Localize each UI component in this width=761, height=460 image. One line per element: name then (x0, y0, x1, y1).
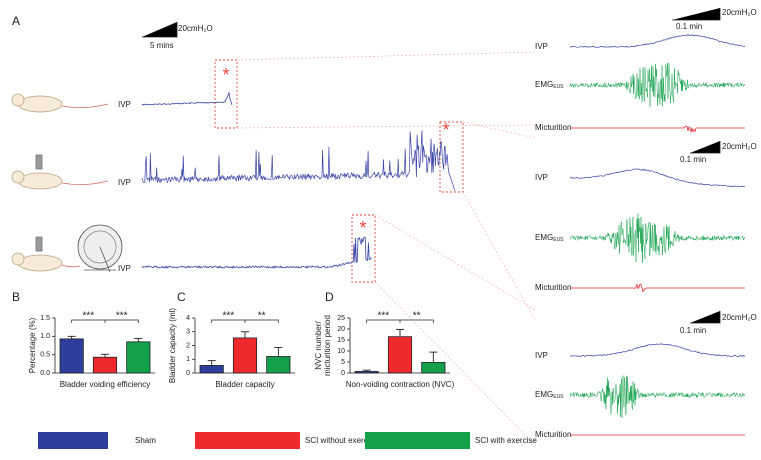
emg-label: EMG (535, 390, 553, 399)
significance-bracket (366, 319, 434, 323)
y-tick-label: 2 (186, 342, 190, 349)
scale-label: 0.1 min (680, 155, 706, 164)
trace-label: IVP (535, 173, 548, 182)
y-tick-label: 1 (186, 356, 190, 363)
panel-label: B (12, 290, 20, 304)
panel-label: A (12, 14, 20, 28)
bar (387, 336, 413, 374)
legend-swatch (38, 432, 108, 449)
scale-label: 20cmH₂O (722, 313, 757, 322)
significance-label: ** (413, 311, 421, 322)
scale-label: 5 mins (150, 41, 174, 50)
trace-label: IVP (118, 100, 131, 109)
scale-label: 20cmH₂O (722, 142, 757, 151)
significance-label: *** (377, 311, 389, 322)
bar (126, 341, 151, 374)
y-axis-label: Bladder capacity (ml) (168, 308, 177, 383)
legend-swatch (365, 432, 470, 449)
emg-label: EMG (535, 80, 553, 89)
y-tick-label: 1.0 (40, 333, 50, 340)
trace-label: IVP (118, 178, 131, 187)
ivp-trace (569, 34, 746, 48)
trace-label: Micturition (535, 430, 571, 439)
trace-label: EMGEUS (535, 390, 564, 400)
x-axis-label: Non-voiding contraction (NVC) (346, 380, 455, 389)
y-tick-label: 1.5 (40, 315, 50, 322)
y-tick-label: 3 (186, 329, 190, 336)
y-tick-label: 0 (186, 370, 190, 377)
bar (421, 362, 446, 374)
y-axis-label: Percentage (%) (28, 317, 37, 373)
bar (354, 371, 379, 374)
legend-label: SCI with exercise (475, 436, 537, 445)
bar (59, 338, 84, 374)
emg-subscript: EUS (553, 84, 564, 90)
bar (266, 356, 291, 374)
rat-icons (11, 93, 123, 273)
significance-bracket (71, 319, 139, 323)
trace-label: EMGEUS (535, 80, 564, 90)
trace-label: Micturition (535, 283, 571, 292)
y-tick-label: 20 (337, 326, 345, 333)
x-axis-label: Bladder capacity (215, 380, 274, 389)
y-tick-label: 15 (337, 337, 345, 344)
ivp-trace (569, 343, 746, 357)
emg-trace (569, 62, 746, 107)
scale-label: 20cmH₂O (178, 24, 213, 33)
scale-label: 0.1 min (680, 326, 706, 335)
y-tick-label: 4 (186, 315, 190, 322)
significance-label: *** (116, 311, 128, 322)
emg-subscript: EUS (553, 394, 564, 400)
trace-label: Micturition (535, 123, 571, 132)
y-tick-label: 0 (341, 370, 345, 377)
trace-label: IVP (118, 264, 131, 273)
ivp-trace (141, 130, 456, 191)
emg-trace (569, 375, 746, 418)
emg-subscript: EUS (553, 237, 564, 243)
ivp-trace (141, 236, 372, 269)
significance-label: *** (82, 311, 94, 322)
scale-label: 20cmH₂O (722, 8, 757, 17)
ivp-trace (569, 168, 746, 188)
legend-label: SCI without exercise (305, 436, 378, 445)
emg-trace (569, 213, 746, 263)
trace-label: IVP (535, 42, 548, 51)
micturition-trace (570, 125, 745, 134)
scale-bars (142, 8, 721, 324)
significance-label: *** (222, 311, 234, 322)
y-tick-label: 10 (337, 348, 345, 355)
y-tick-label: 25 (337, 315, 345, 322)
ivp-trace (141, 91, 233, 106)
trace-label: IVP (535, 351, 548, 360)
micturition-trace (570, 283, 745, 293)
y-axis-label: micturition period (323, 315, 332, 376)
y-tick-label: 5 (341, 359, 345, 366)
y-tick-label: 0.5 (40, 352, 50, 359)
emg-label: EMG (535, 233, 553, 242)
y-axis-label: NVC number/ (314, 320, 323, 369)
marker: * (359, 218, 366, 238)
marker: * (222, 65, 229, 85)
significance-bracket (211, 319, 279, 323)
trace-label: EMGEUS (535, 233, 564, 243)
bar (92, 356, 118, 374)
bar (199, 365, 224, 374)
scale-label: 0.1 min (676, 22, 702, 31)
x-axis-label: Bladder voiding efficiency (60, 380, 151, 389)
significance-label: ** (258, 311, 266, 322)
marker: * (442, 120, 449, 140)
y-tick-label: 0.0 (40, 370, 50, 377)
panel-label: D (325, 290, 334, 304)
legend-swatch (195, 432, 300, 449)
legend-label: Sham (135, 436, 156, 445)
bar (232, 337, 258, 374)
zoom-boxes (214, 51, 536, 446)
panel-label: C (177, 290, 186, 304)
